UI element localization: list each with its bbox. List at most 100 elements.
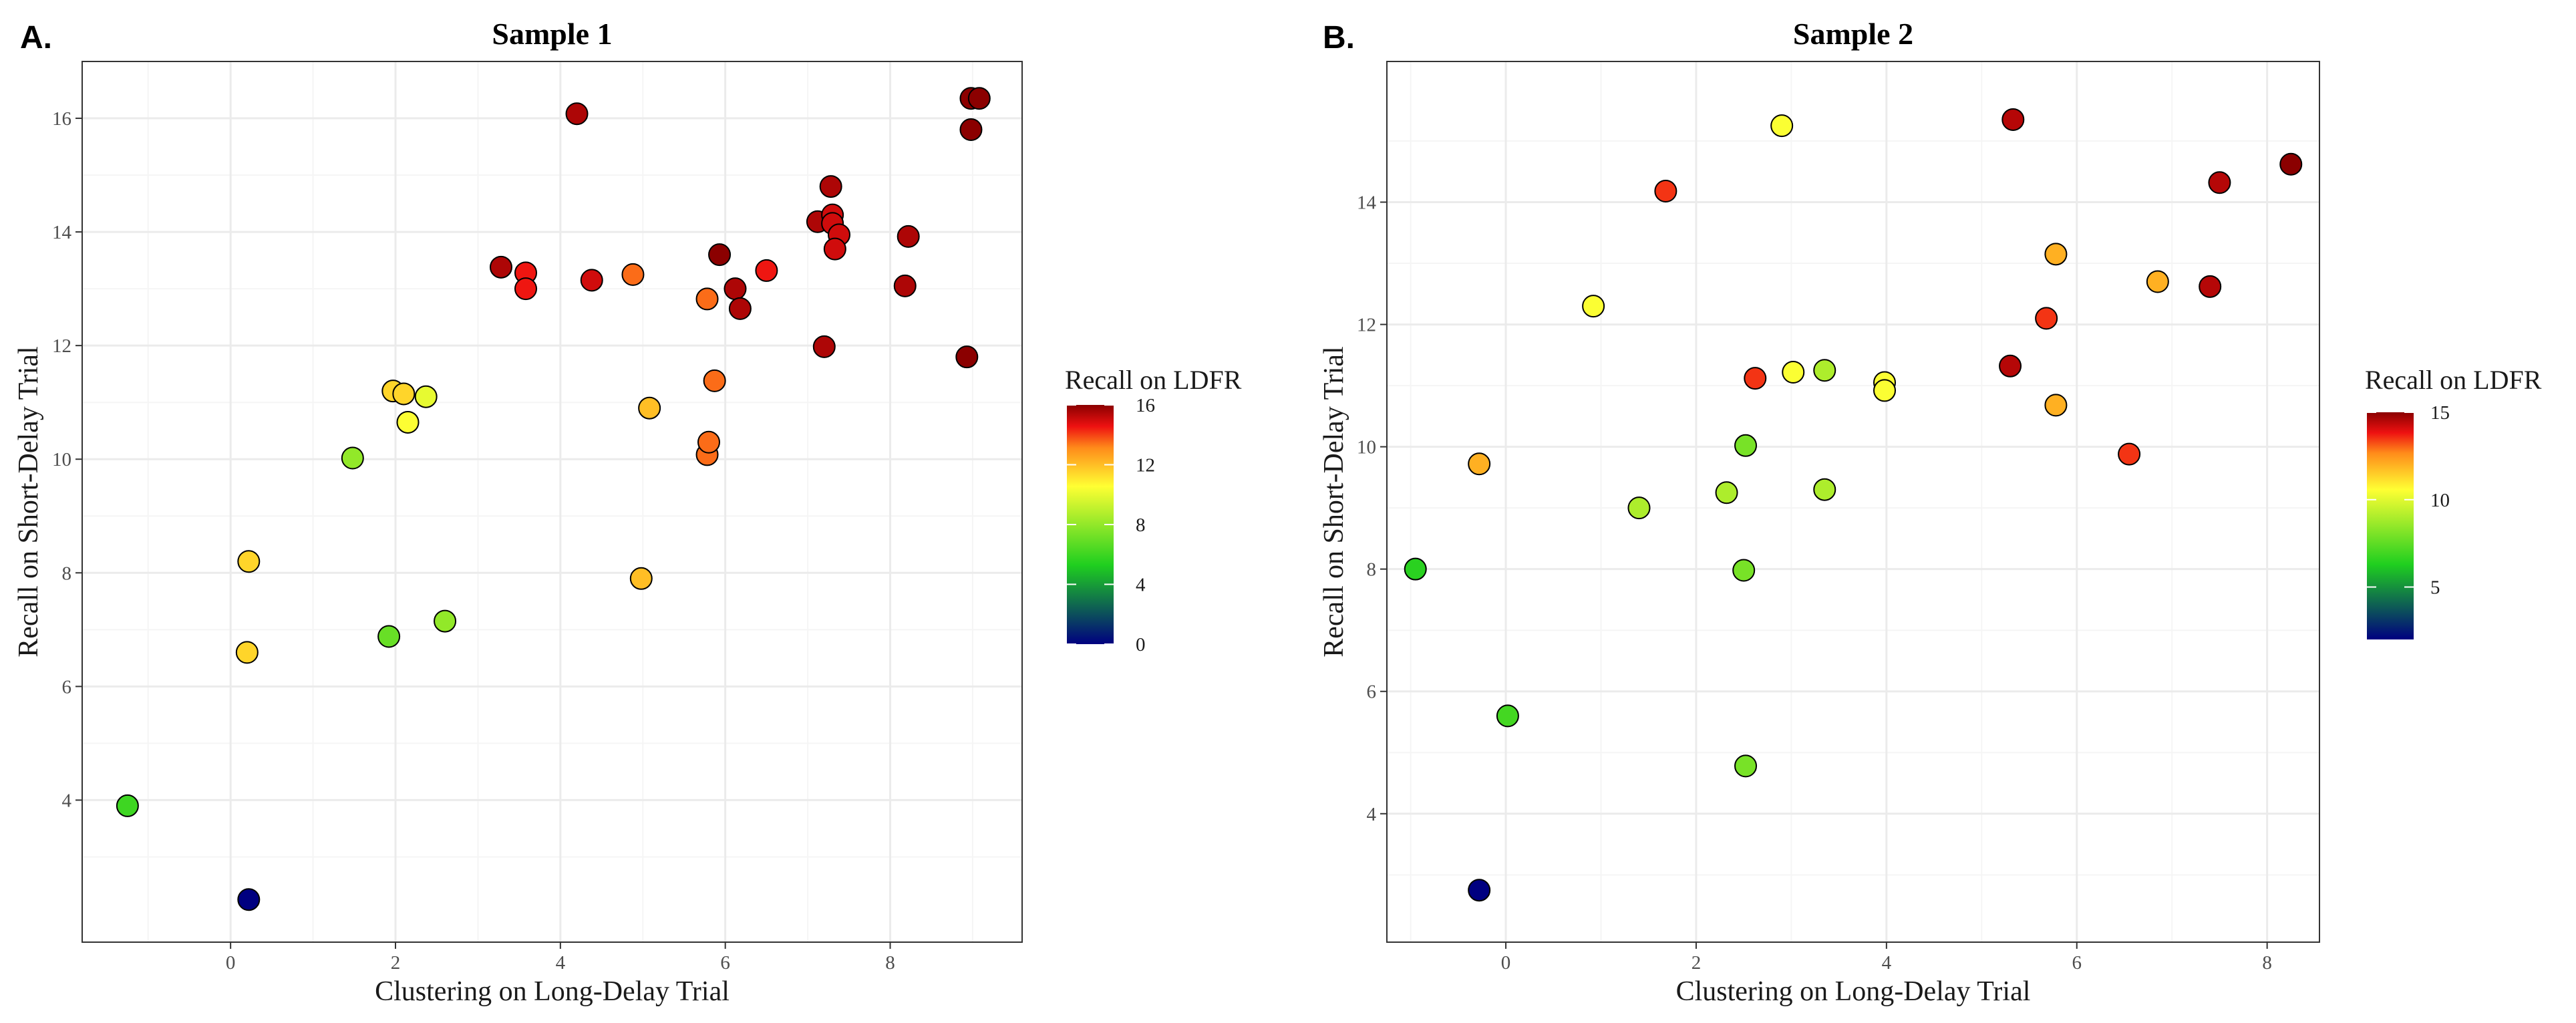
data-point (1627, 496, 1651, 520)
y-axis-label: Recall on Short-Delay Trial (13, 346, 44, 657)
data-point (2279, 152, 2303, 176)
data-point (967, 87, 991, 110)
data-point (2208, 171, 2231, 194)
grid (82, 61, 1022, 942)
colorbar-tick-label: 5 (2430, 577, 2440, 599)
plot-background (1387, 61, 2319, 942)
colorbar-tick-label: 4 (1136, 575, 1146, 596)
data-point (629, 567, 653, 590)
data-point (1734, 754, 1758, 778)
data-point (812, 335, 836, 358)
colorbar-tick-label: 15 (2430, 402, 2450, 424)
data-point (955, 345, 979, 369)
data-point (1468, 452, 1491, 476)
colorbar-tick-label: 12 (1136, 455, 1155, 476)
grid (1387, 61, 2319, 942)
y-tick-label: 10 (52, 449, 71, 470)
x-tick-label: 4 (556, 952, 566, 974)
data-point (392, 382, 416, 406)
data-point (2044, 394, 2068, 417)
y-tick-label: 16 (52, 108, 71, 130)
y-axis-label: Recall on Short-Delay Trial (1319, 346, 1349, 657)
data-point (1813, 478, 1836, 501)
data-point (514, 277, 538, 301)
data-point (434, 609, 457, 633)
data-point (1496, 704, 1519, 728)
data-point (723, 277, 747, 301)
data-point (1873, 379, 1897, 402)
legend-title: Recall on LDFR (1065, 365, 1242, 395)
data-point (703, 369, 726, 392)
x-axis-label: Clustering on Long-Delay Trial (375, 976, 730, 1007)
data-point (695, 287, 719, 311)
data-point (697, 430, 720, 454)
data-point (755, 259, 778, 282)
data-point (237, 550, 261, 573)
data-point (489, 255, 512, 279)
colorbar-tick-label: 10 (2430, 490, 2450, 511)
data-point (621, 263, 645, 286)
y-tick-label: 8 (1367, 559, 1377, 581)
data-point (1744, 367, 1767, 390)
data-point (959, 118, 983, 142)
y-tick-label: 12 (52, 335, 71, 357)
y-tick-label: 14 (1357, 192, 1377, 214)
color-legend: Recall on LDFR 0 4 8 12 16 (1065, 365, 1242, 655)
y-tick-label: 4 (1367, 804, 1377, 825)
x-tick-label: 0 (226, 952, 236, 974)
data-point (708, 243, 732, 267)
data-point (1782, 360, 1805, 384)
y-tick-label: 10 (1357, 437, 1376, 458)
data-point (237, 888, 261, 911)
data-point (823, 237, 846, 261)
x-tick-label: 2 (1692, 952, 1702, 974)
y-tick-label: 8 (62, 563, 72, 584)
x-tick-label: 8 (2262, 952, 2272, 974)
data-point (728, 297, 752, 320)
data-point (1654, 180, 1677, 203)
data-point (1813, 359, 1836, 382)
plot-title: Sample 2 (1793, 17, 1913, 51)
y-tick-label: 6 (62, 676, 72, 698)
data-point (1715, 481, 1738, 504)
data-point (893, 274, 917, 297)
data-point (2035, 307, 2058, 330)
data-points (1404, 108, 2303, 902)
data-point (1732, 559, 1756, 582)
x-tick-label: 6 (720, 952, 730, 974)
data-point (2146, 270, 2169, 293)
chart-panel-2: B. Sample 2 0 2 4 6 8 4 6 8 10 12 14 Clustering on Lo… (1319, 17, 2542, 1007)
y-tick-label: 4 (62, 790, 72, 811)
data-point (2044, 243, 2068, 266)
panel-letter: B. (1323, 20, 1355, 55)
chart-panel-1: A. Sample 1 0 2 4 6 8 4 6 8 10 12 14 16 Clustering on … (13, 17, 1242, 1007)
color-legend: Recall on LDFR 5 10 15 (2365, 365, 2542, 639)
plot-border (82, 61, 1023, 943)
data-point (2199, 275, 2222, 298)
data-point (377, 625, 401, 648)
plot-title: Sample 1 (492, 17, 612, 51)
data-point (1468, 879, 1491, 902)
x-axis-label: Clustering on Long-Delay Trial (1676, 976, 2031, 1007)
data-point (341, 446, 364, 470)
data-point (565, 102, 589, 126)
x-tick-label: 4 (1882, 952, 1892, 974)
data-point (396, 410, 420, 434)
x-tick-label: 0 (1501, 952, 1511, 974)
data-point (235, 641, 259, 664)
x-tick-label: 8 (885, 952, 895, 974)
data-point (1404, 557, 1427, 581)
y-tick-label: 6 (1367, 682, 1377, 703)
x-tick-label: 6 (2072, 952, 2082, 974)
data-point (414, 385, 438, 408)
colorbar-tick-label: 0 (1136, 634, 1146, 655)
panel-letter: A. (20, 20, 52, 55)
colorbar-tick-label: 16 (1136, 395, 1155, 416)
data-point (1770, 114, 1794, 138)
data-points (116, 87, 991, 911)
data-point (580, 269, 603, 292)
data-point (638, 396, 661, 420)
data-point (897, 225, 920, 248)
